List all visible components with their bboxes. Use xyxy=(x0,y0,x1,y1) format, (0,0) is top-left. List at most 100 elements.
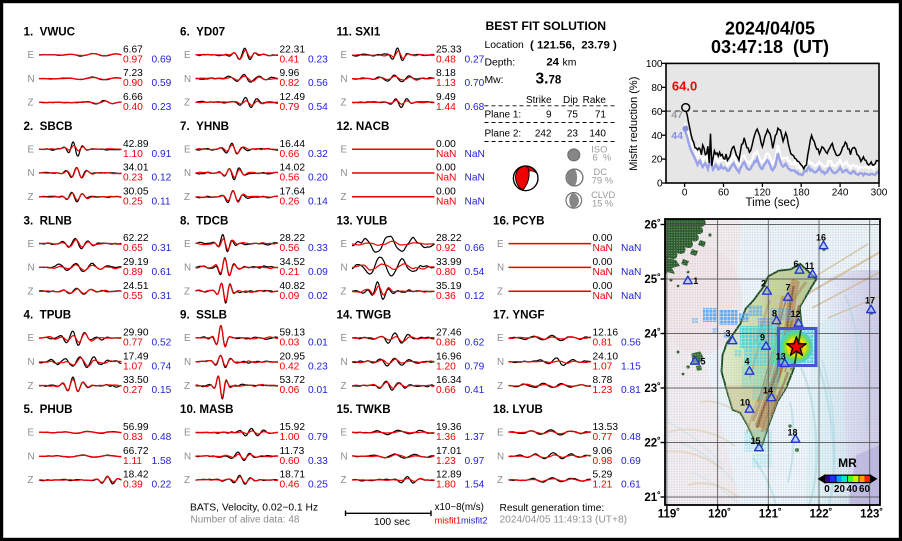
svg-text:5: 5 xyxy=(700,357,705,367)
svg-text:26˚: 26˚ xyxy=(644,220,661,232)
svg-text:60: 60 xyxy=(718,188,730,199)
svg-text:NaN: NaN xyxy=(465,149,485,160)
svg-text:E: E xyxy=(341,50,348,61)
svg-text:7. YHNB: 7. YHNB xyxy=(180,120,229,133)
svg-text:Z: Z xyxy=(28,381,34,392)
svg-text:Time (sec): Time (sec) xyxy=(746,197,800,209)
svg-text:56.99: 56.99 xyxy=(123,422,149,433)
svg-text:24.10: 24.10 xyxy=(593,351,619,362)
svg-text:60: 60 xyxy=(859,484,870,495)
svg-text:9.49: 9.49 xyxy=(436,92,456,103)
svg-text:80: 80 xyxy=(651,83,663,94)
svg-text:E: E xyxy=(184,239,191,250)
svg-text:Z: Z xyxy=(497,475,503,486)
svg-text:0.61: 0.61 xyxy=(621,480,641,491)
svg-text:0.11: 0.11 xyxy=(152,196,171,207)
svg-text:6.66: 6.66 xyxy=(123,92,143,103)
svg-text:NaN: NaN xyxy=(621,291,641,302)
svg-text:Dip: Dip xyxy=(563,95,578,106)
svg-text:0.36: 0.36 xyxy=(436,291,456,302)
svg-text:2024/04/05 11:49:13 (UT+8): 2024/04/05 11:49:13 (UT+8) xyxy=(500,514,628,525)
svg-text:km: km xyxy=(563,58,577,69)
svg-text:35.19: 35.19 xyxy=(436,281,462,292)
svg-text:0.54: 0.54 xyxy=(465,267,485,278)
svg-text:N: N xyxy=(341,357,348,368)
svg-text:0: 0 xyxy=(824,484,830,495)
svg-text:44: 44 xyxy=(671,130,683,142)
svg-text:Plane 1:: Plane 1: xyxy=(485,109,522,120)
svg-text:E: E xyxy=(28,428,35,439)
svg-text:N: N xyxy=(341,451,348,462)
svg-text:7: 7 xyxy=(785,283,790,293)
svg-text:0.56: 0.56 xyxy=(308,78,328,89)
svg-text:N: N xyxy=(341,263,348,274)
svg-text:33.99: 33.99 xyxy=(436,257,462,268)
svg-text:0.01: 0.01 xyxy=(308,385,328,396)
svg-text:0.97: 0.97 xyxy=(465,456,485,467)
svg-text:100 sec: 100 sec xyxy=(374,517,410,528)
svg-text:0.52: 0.52 xyxy=(152,338,172,349)
svg-text:1.11: 1.11 xyxy=(123,456,142,467)
svg-text:22.31: 22.31 xyxy=(280,44,306,55)
svg-text:13: 13 xyxy=(776,352,786,362)
svg-text:47: 47 xyxy=(671,109,683,121)
svg-text:40.82: 40.82 xyxy=(280,281,306,292)
svg-text:0.26: 0.26 xyxy=(280,196,300,207)
svg-text:0.69: 0.69 xyxy=(152,54,172,65)
svg-text:0.79: 0.79 xyxy=(308,432,328,443)
svg-text:misfit2: misfit2 xyxy=(461,515,488,525)
svg-text:0.23: 0.23 xyxy=(308,54,328,65)
svg-text:10. MASB: 10. MASB xyxy=(180,403,233,416)
svg-text:Depth:: Depth: xyxy=(485,58,516,69)
svg-text:5. PHUB: 5. PHUB xyxy=(24,403,73,416)
svg-text:25˚: 25˚ xyxy=(644,274,661,286)
svg-text:0.40: 0.40 xyxy=(123,102,143,113)
svg-text:N: N xyxy=(28,357,35,368)
svg-text:300: 300 xyxy=(871,188,888,199)
svg-text:N: N xyxy=(184,168,191,179)
svg-text:6 %: 6 % xyxy=(593,153,612,163)
svg-text:Z: Z xyxy=(28,475,34,486)
svg-text:34.52: 34.52 xyxy=(280,257,306,268)
svg-text:0.74: 0.74 xyxy=(152,361,172,372)
svg-text:Z: Z xyxy=(184,381,190,392)
svg-text:20: 20 xyxy=(834,484,845,495)
svg-text:0.79: 0.79 xyxy=(465,361,485,372)
svg-text:3. RLNB: 3. RLNB xyxy=(24,214,72,227)
svg-text:0.41: 0.41 xyxy=(280,54,300,65)
svg-text:1.21: 1.21 xyxy=(593,480,613,491)
svg-text:Z: Z xyxy=(28,286,34,297)
svg-text:18. LYUB: 18. LYUB xyxy=(493,403,543,416)
svg-text:0.27: 0.27 xyxy=(465,54,485,65)
svg-text:1.07: 1.07 xyxy=(123,361,143,372)
svg-text:17.49: 17.49 xyxy=(123,351,149,362)
svg-text:0.33: 0.33 xyxy=(308,456,328,467)
svg-text:misfit1: misfit1 xyxy=(435,515,462,525)
svg-text:1.44: 1.44 xyxy=(436,102,456,113)
svg-text:1.23: 1.23 xyxy=(436,456,456,467)
svg-text:3.78: 3.78 xyxy=(536,71,562,88)
svg-text:E: E xyxy=(28,144,35,155)
svg-text:0.68: 0.68 xyxy=(465,102,485,113)
svg-text:0.02: 0.02 xyxy=(308,291,328,302)
svg-text:0.00: 0.00 xyxy=(593,257,613,268)
svg-text:0.89: 0.89 xyxy=(123,267,143,278)
svg-text:75: 75 xyxy=(567,109,579,120)
svg-text:0.01: 0.01 xyxy=(308,338,328,349)
svg-text:0.09: 0.09 xyxy=(280,291,300,302)
svg-text:14. TWGB: 14. TWGB xyxy=(337,309,392,322)
svg-text:0.82: 0.82 xyxy=(280,78,300,89)
svg-text:0.92: 0.92 xyxy=(436,243,456,254)
svg-text:0.31: 0.31 xyxy=(152,291,172,302)
svg-text:E: E xyxy=(341,428,348,439)
svg-text:122˚: 122˚ xyxy=(809,509,832,521)
svg-text:24˚: 24˚ xyxy=(644,329,661,341)
svg-text:Result generation time:: Result generation time: xyxy=(500,503,605,514)
svg-text:( 121.56, 23.79 ): ( 121.56, 23.79 ) xyxy=(530,40,617,52)
svg-text:27.46: 27.46 xyxy=(436,328,462,339)
svg-text:E: E xyxy=(341,239,348,250)
svg-text:NaN: NaN xyxy=(465,196,485,207)
svg-text:18.42: 18.42 xyxy=(123,470,149,481)
svg-text:0.60: 0.60 xyxy=(280,456,300,467)
svg-text:N: N xyxy=(184,357,191,368)
